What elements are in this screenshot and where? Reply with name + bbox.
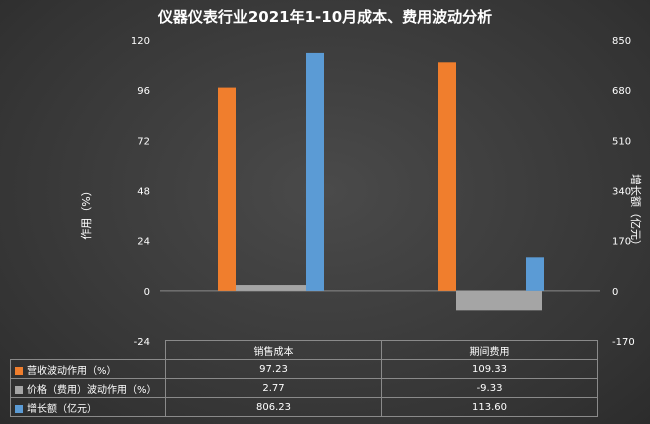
y2-tick-label: 850 bbox=[612, 36, 631, 47]
series-name: 价格（费用）波动作用（%） bbox=[27, 384, 157, 396]
bar-2-0 bbox=[306, 52, 324, 291]
legend-entry: 营收波动作用（%） bbox=[10, 359, 166, 379]
table-row: 增长额（亿元） 806.23 113.60 bbox=[10, 397, 598, 417]
data-label: 97.23 bbox=[165, 359, 382, 379]
legend-entry: 价格（费用）波动作用（%） bbox=[10, 378, 166, 398]
bar-1-0 bbox=[236, 285, 322, 291]
bar-1-1 bbox=[456, 290, 542, 311]
y2-tick-label: 680 bbox=[612, 86, 631, 97]
data-label: 806.23 bbox=[165, 397, 382, 417]
legend-swatch bbox=[15, 385, 23, 394]
table-row: 价格（费用）波动作用（%） 2.77 -9.33 bbox=[10, 378, 598, 398]
y-tick-label: 120 bbox=[131, 36, 150, 47]
table-corner-cell bbox=[10, 340, 166, 360]
data-label: 109.33 bbox=[381, 359, 598, 379]
series-name: 营收波动作用（%） bbox=[27, 365, 117, 377]
data-label: 2.77 bbox=[165, 378, 382, 398]
y2-tick-label: 510 bbox=[612, 136, 631, 147]
y-tick-label: 24 bbox=[137, 237, 150, 248]
table-row: 营收波动作用（%） 97.23 109.33 bbox=[10, 359, 598, 379]
y2-axis-title: 增长额（亿元） bbox=[629, 174, 643, 251]
y-tick-label: 72 bbox=[137, 136, 150, 147]
bar-2-1 bbox=[526, 257, 544, 291]
category-label: 销售成本 bbox=[165, 340, 382, 360]
bar-0-1 bbox=[438, 62, 456, 291]
y-tick-label: 96 bbox=[137, 86, 150, 97]
data-label: 113.60 bbox=[381, 397, 598, 417]
chart-title: 仪器仪表行业2021年1-10月成本、费用波动分析 bbox=[157, 8, 493, 26]
bar-0-0 bbox=[218, 87, 236, 291]
table-header-row: 销售成本 期间费用 bbox=[10, 340, 598, 360]
data-label: -9.33 bbox=[381, 378, 598, 398]
y2-tick-label: -170 bbox=[612, 337, 635, 348]
legend-entry: 增长额（亿元） bbox=[10, 397, 166, 417]
legend-swatch bbox=[15, 404, 23, 413]
data-table: 销售成本 期间费用 营收波动作用（%） 97.23 109.33 价格（费用）波动作用（%… bbox=[10, 340, 598, 417]
y2-tick-label: 340 bbox=[612, 187, 631, 198]
category-label: 期间费用 bbox=[381, 340, 598, 360]
legend-swatch bbox=[15, 366, 23, 375]
y2-tick-label: 0 bbox=[612, 287, 618, 298]
y-axis-title: 作用（%） bbox=[80, 185, 93, 239]
y-tick-label: 0 bbox=[144, 287, 150, 298]
y2-tick-label: 170 bbox=[612, 237, 631, 248]
series-name: 增长额（亿元） bbox=[27, 403, 97, 415]
y-tick-label: 48 bbox=[137, 187, 150, 198]
